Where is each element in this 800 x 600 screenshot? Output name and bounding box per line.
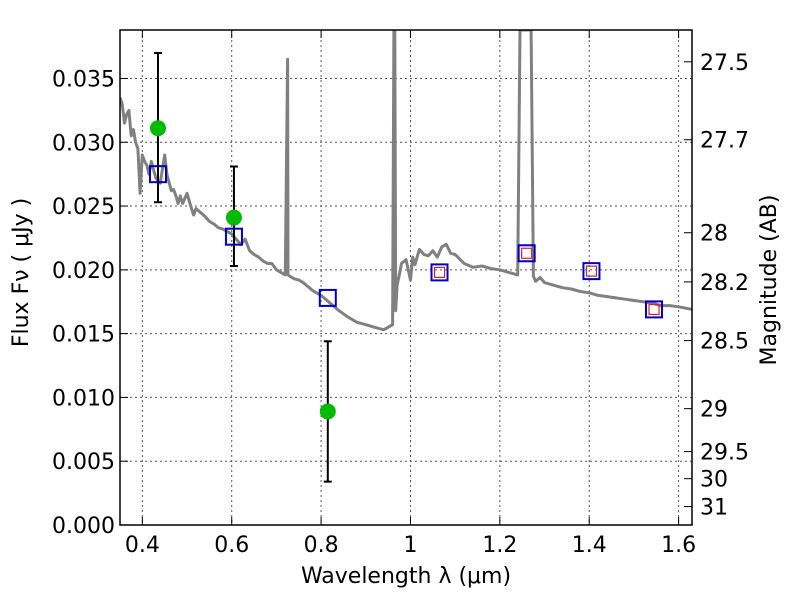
right-tick-label: 30 — [700, 468, 728, 493]
x-tick-label: 1.6 — [661, 533, 696, 558]
right-tick-label: 28.2 — [700, 271, 749, 296]
y-tick-label: 0.035 — [52, 67, 115, 92]
right-tick-label: 29 — [700, 398, 728, 423]
model-flux-square — [430, 263, 449, 282]
model-flux-square-inner — [585, 265, 598, 277]
grid-lines — [120, 30, 692, 525]
model-flux-square-inner — [648, 303, 660, 315]
y-tick-label: 0.010 — [52, 386, 115, 411]
plot-frame — [119, 29, 693, 526]
x-tick-label: 0.4 — [125, 533, 160, 558]
right-tick-label: 27.5 — [700, 51, 749, 76]
y-axis-label: Flux Fν ( μJy ) — [9, 198, 34, 347]
right-tick-label: 31 — [700, 496, 728, 521]
y-tick-label: 0.005 — [52, 450, 115, 475]
observed-flux-point — [225, 209, 242, 226]
x-tick-label: 1.4 — [572, 533, 607, 558]
right-tick-label: 27.7 — [700, 129, 749, 154]
right-tick-label: 28.5 — [700, 330, 749, 355]
right-tick-label: 28 — [700, 222, 728, 247]
model-flux-square-inner — [521, 247, 533, 259]
y-tick-label: 0.020 — [52, 259, 115, 284]
model-flux-square — [645, 300, 664, 319]
data-layer — [120, 30, 692, 483]
observed-flux-point — [149, 120, 166, 137]
x-tick-label: 0.6 — [214, 533, 249, 558]
model-flux-square — [224, 227, 243, 246]
observed-flux-point — [319, 403, 336, 420]
model-flux-square-inner — [433, 266, 446, 278]
y-tick-label: 0.025 — [52, 195, 115, 220]
x-tick-label: 1 — [403, 533, 417, 558]
template-spectrum-line — [120, 30, 692, 332]
y-tick-label: 0.030 — [52, 131, 115, 156]
x-tick-label: 1.2 — [482, 533, 517, 558]
model-flux-square — [318, 288, 337, 307]
model-flux-square — [582, 262, 601, 281]
right-tick-label: 29.5 — [700, 441, 749, 466]
model-flux-square — [148, 165, 167, 184]
x-tick-label: 0.8 — [304, 533, 339, 558]
y-tick-label: 0.015 — [52, 323, 115, 348]
x-axis-label: Wavelength λ (μm) — [301, 564, 511, 589]
model-flux-square — [517, 244, 536, 263]
axis-ticks: 0.4 0.6 0.8 1 1.2 1.4 1.6 0.000 0.005 0.010 0.015 0… — [52, 30, 749, 558]
y-tick-label: 0.000 — [52, 514, 115, 539]
right-axis-label: Magnitude (AB) — [757, 195, 782, 366]
